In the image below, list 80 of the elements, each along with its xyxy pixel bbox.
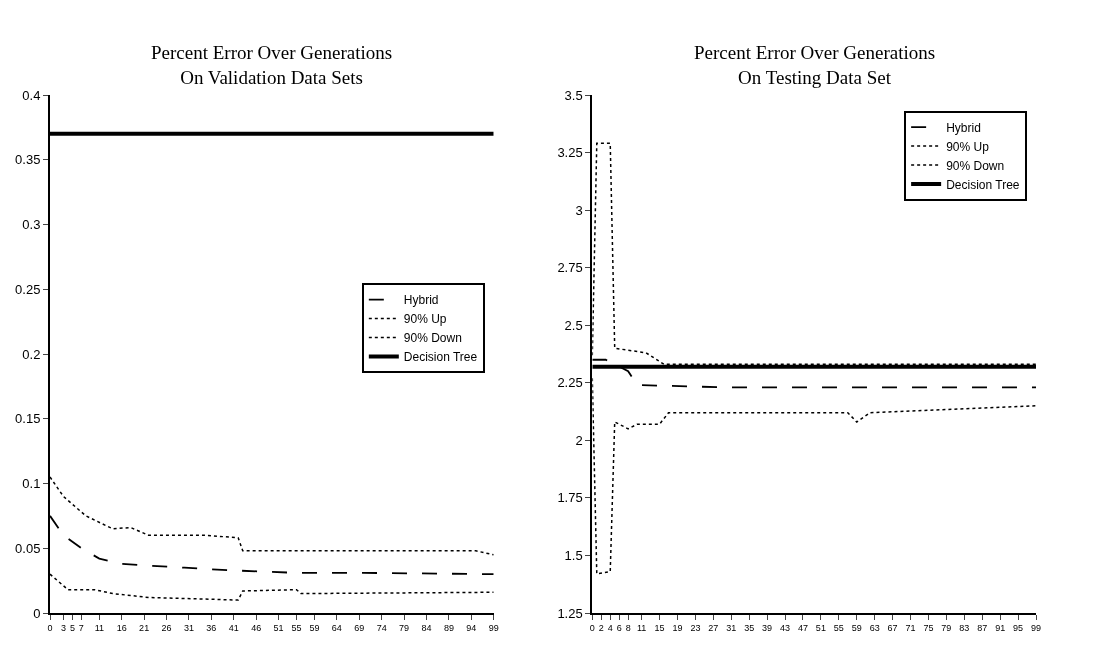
chart-title: Percent Error Over Generations On Testing Data Set bbox=[694, 42, 936, 88]
x-tick-label: 0 bbox=[47, 622, 53, 633]
x-tick-label: 64 bbox=[331, 622, 342, 633]
x-tick-label: 23 bbox=[690, 622, 701, 633]
x-tick-label: 79 bbox=[941, 622, 952, 633]
y-tick-label: 3.25 bbox=[557, 145, 583, 161]
legend-label: Hybrid bbox=[946, 120, 981, 135]
x-tick-label: 59 bbox=[309, 622, 320, 633]
x-tick-label: 19 bbox=[672, 622, 683, 633]
legend-label: 90% Down bbox=[946, 158, 1005, 173]
x-tick-label: 11 bbox=[636, 622, 647, 633]
x-tick-label: 95 bbox=[1013, 622, 1024, 633]
x-tick-label: 16 bbox=[116, 622, 127, 633]
y-tick-label: 1.25 bbox=[557, 605, 583, 621]
x-tick-label: 4 bbox=[607, 622, 613, 633]
x-tick-label: 41 bbox=[228, 622, 239, 633]
x-tick-label: 43 bbox=[780, 622, 791, 633]
x-tick-label: 83 bbox=[959, 622, 970, 633]
x-tick-label: 31 bbox=[726, 622, 737, 633]
legend-label: 90% Down bbox=[403, 331, 462, 346]
x-tick-label: 47 bbox=[797, 622, 808, 633]
chart-title: Percent Error Over Generations On Validation Data Sets bbox=[151, 42, 393, 88]
legend-label: Decision Tree bbox=[403, 350, 478, 365]
x-tick-label: 15 bbox=[654, 622, 665, 633]
x-tick-label: 5 bbox=[69, 622, 75, 633]
x-tick-label: 55 bbox=[291, 622, 302, 633]
legend-label: 90% Up bbox=[946, 139, 990, 154]
x-tick-label: 75 bbox=[923, 622, 934, 633]
x-tick-label: 99 bbox=[488, 622, 499, 633]
x-tick-label: 0 bbox=[589, 622, 595, 633]
x-tick-label: 2 bbox=[598, 622, 604, 633]
x-tick-label: 46 bbox=[251, 622, 262, 633]
legend-label: Hybrid bbox=[403, 293, 439, 308]
x-tick-label: 27 bbox=[708, 622, 719, 633]
y-tick-label: 2.75 bbox=[557, 260, 583, 276]
x-tick-label: 35 bbox=[744, 622, 755, 633]
x-tick-label: 99 bbox=[1030, 622, 1042, 633]
y-tick-label: 0.25 bbox=[15, 281, 41, 297]
y-tick-label: 0 bbox=[33, 605, 41, 621]
x-tick-label: 55 bbox=[833, 622, 844, 633]
x-tick-label: 36 bbox=[206, 622, 217, 633]
x-tick-label: 3 bbox=[60, 622, 66, 633]
x-tick-label: 63 bbox=[869, 622, 880, 633]
y-tick-label: 0.35 bbox=[15, 152, 41, 168]
x-tick-label: 79 bbox=[399, 622, 410, 633]
x-tick-label: 8 bbox=[625, 622, 631, 633]
x-tick-label: 31 bbox=[183, 622, 194, 633]
x-tick-label: 74 bbox=[376, 622, 387, 633]
x-tick-label: 26 bbox=[161, 622, 172, 633]
legend-label: Decision Tree bbox=[946, 177, 1020, 192]
x-tick-label: 71 bbox=[905, 622, 916, 633]
y-tick-label: 2 bbox=[575, 432, 583, 448]
x-tick-label: 7 bbox=[78, 622, 84, 633]
x-tick-label: 87 bbox=[977, 622, 988, 633]
y-tick-label: 1.75 bbox=[557, 490, 583, 506]
y-tick-label: 2.25 bbox=[557, 375, 583, 391]
x-tick-label: 59 bbox=[851, 622, 862, 633]
x-tick-label: 11 bbox=[94, 622, 104, 633]
x-tick-label: 39 bbox=[762, 622, 773, 633]
x-tick-label: 69 bbox=[354, 622, 365, 633]
x-tick-label: 51 bbox=[273, 622, 284, 633]
y-tick-label: 0.2 bbox=[22, 346, 41, 362]
y-tick-label: 3 bbox=[575, 202, 583, 218]
x-tick-label: 51 bbox=[815, 622, 826, 633]
x-tick-label: 84 bbox=[421, 622, 432, 633]
y-tick-label: 2.5 bbox=[564, 317, 583, 333]
x-tick-label: 67 bbox=[887, 622, 898, 633]
y-tick-label: 0.1 bbox=[22, 476, 41, 492]
x-tick-label: 91 bbox=[995, 622, 1006, 633]
y-tick-label: 0.3 bbox=[22, 217, 41, 233]
x-tick-label: 94 bbox=[466, 622, 477, 633]
x-tick-label: 21 bbox=[139, 622, 150, 633]
y-tick-label: 0.15 bbox=[15, 411, 41, 427]
y-tick-label: 1.5 bbox=[564, 547, 583, 563]
y-tick-label: 3.5 bbox=[564, 87, 583, 103]
y-tick-label: 0.05 bbox=[15, 540, 41, 556]
y-tick-label: 0.4 bbox=[22, 87, 41, 103]
x-tick-label: 89 bbox=[443, 622, 454, 633]
legend-label: 90% Up bbox=[403, 312, 447, 327]
x-tick-label: 6 bbox=[616, 622, 622, 633]
